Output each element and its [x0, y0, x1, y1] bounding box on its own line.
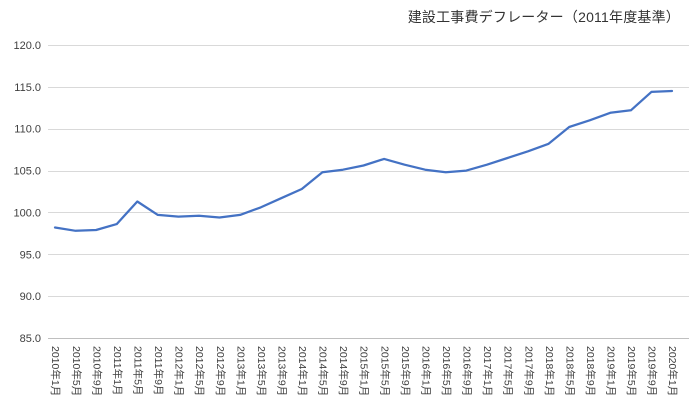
- svg-text:100.0: 100.0: [13, 207, 41, 219]
- svg-text:2011年5月: 2011年5月: [131, 346, 144, 395]
- svg-text:2018年9月: 2018年9月: [584, 346, 597, 396]
- svg-text:2012年5月: 2012年5月: [193, 346, 206, 396]
- svg-text:2019年5月: 2019年5月: [625, 346, 638, 396]
- y-axis-labels: 120.0 115.0 110.0 105.0 100.0 95.0 90.0 85.0: [13, 40, 41, 345]
- svg-text:2010年9月: 2010年9月: [90, 346, 103, 396]
- svg-text:115.0: 115.0: [14, 82, 41, 94]
- svg-text:2014年5月: 2014年5月: [317, 346, 330, 396]
- svg-text:2014年9月: 2014年9月: [337, 346, 350, 396]
- svg-text:2013年5月: 2013年5月: [255, 346, 268, 396]
- svg-text:105.0: 105.0: [13, 166, 41, 178]
- svg-text:2010年1月: 2010年1月: [49, 346, 62, 396]
- svg-text:110.0: 110.0: [14, 124, 41, 136]
- svg-text:2013年1月: 2013年1月: [234, 346, 247, 396]
- svg-text:95.0: 95.0: [20, 249, 41, 261]
- svg-text:2015年1月: 2015年1月: [358, 346, 371, 396]
- svg-text:2012年1月: 2012年1月: [173, 346, 186, 396]
- svg-text:2015年5月: 2015年5月: [378, 346, 391, 396]
- svg-text:2015年9月: 2015年9月: [399, 346, 412, 396]
- svg-text:85.0: 85.0: [20, 333, 41, 345]
- svg-text:120.0: 120.0: [13, 40, 41, 52]
- svg-text:2010年5月: 2010年5月: [70, 346, 83, 396]
- svg-text:2020年1月: 2020年1月: [666, 346, 679, 396]
- x-axis-labels: 2010年1月 2010年5月 2010年9月 2011年1月 2011年5月 2011年…: [49, 346, 679, 396]
- svg-text:2012年9月: 2012年9月: [214, 346, 227, 396]
- svg-text:2013年9月: 2013年9月: [275, 346, 288, 396]
- svg-text:2017年9月: 2017年9月: [522, 346, 535, 396]
- svg-text:2017年1月: 2017年1月: [481, 346, 494, 396]
- svg-text:2016年9月: 2016年9月: [461, 346, 474, 396]
- data-series-line: [53, 89, 674, 232]
- svg-text:2017年5月: 2017年5月: [502, 346, 515, 396]
- chart-title: 建設工事費デフレーター（2011年度基準）: [407, 9, 680, 25]
- svg-text:2019年9月: 2019年9月: [646, 346, 659, 396]
- svg-text:90.0: 90.0: [20, 291, 41, 303]
- svg-text:2019年1月: 2019年1月: [605, 346, 618, 396]
- gridlines: [48, 45, 689, 339]
- svg-text:2016年1月: 2016年1月: [419, 346, 432, 396]
- svg-text:2011年9月: 2011年9月: [152, 346, 165, 395]
- svg-text:2018年5月: 2018年5月: [563, 346, 576, 396]
- svg-text:2011年1月: 2011年1月: [111, 346, 124, 395]
- svg-text:2014年1月: 2014年1月: [296, 346, 309, 396]
- svg-text:2018年1月: 2018年1月: [543, 346, 556, 396]
- svg-text:2016年5月: 2016年5月: [440, 346, 453, 396]
